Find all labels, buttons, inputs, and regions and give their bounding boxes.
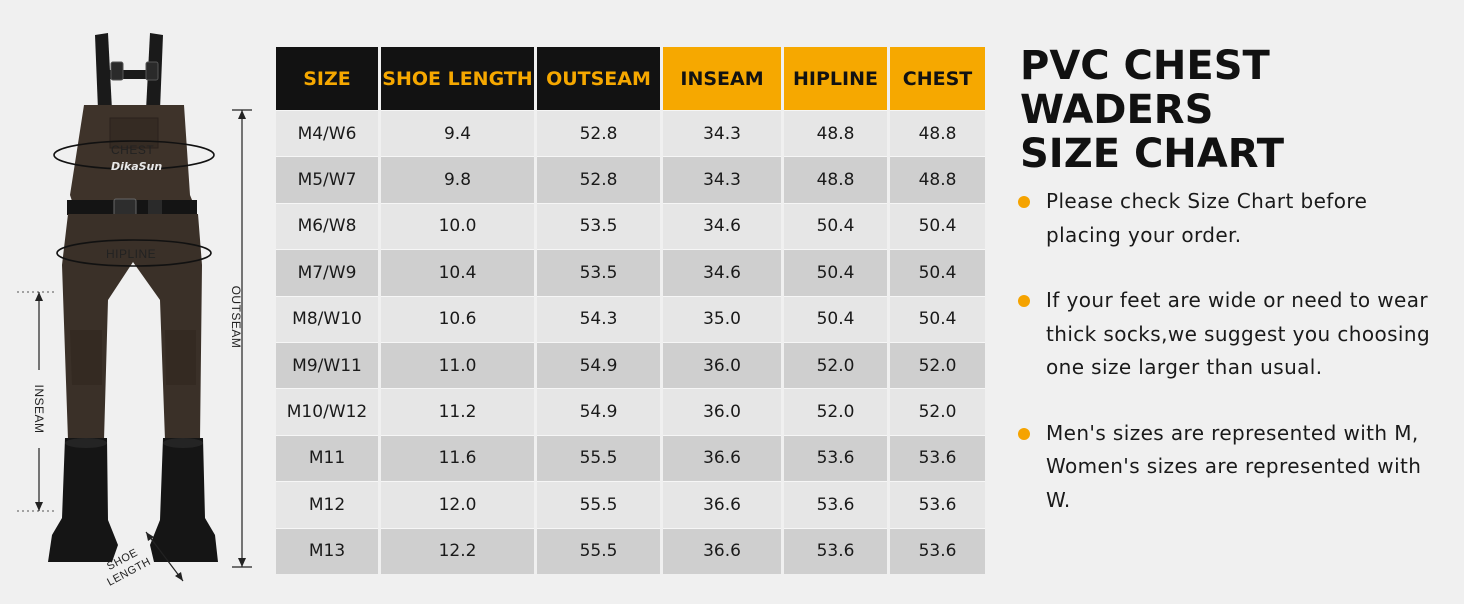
cell-hipline: 52.0 bbox=[784, 388, 887, 435]
cell-shoe-length: 11.2 bbox=[381, 388, 534, 435]
cell-hipline: 50.4 bbox=[784, 202, 887, 250]
cell-shoe-length: 10.4 bbox=[381, 249, 534, 296]
cell-outseam: 55.5 bbox=[537, 481, 660, 528]
cell-outseam: 52.8 bbox=[537, 110, 660, 157]
wader-illustration: CHEST DikaSun HIPLINE OUTSEAM INSEAM SHO… bbox=[0, 0, 270, 600]
title-line-1: PVC CHEST WADERS bbox=[1020, 43, 1270, 133]
cell-inseam: 36.6 bbox=[663, 527, 781, 574]
cell-chest: 50.4 bbox=[890, 295, 985, 342]
cell-hipline: 48.8 bbox=[784, 156, 887, 203]
table-row: M9/W11 11.0 54.9 36.0 52.0 52.0 bbox=[276, 341, 985, 389]
cell-inseam: 36.0 bbox=[663, 388, 781, 435]
note-text: Please check Size Chart before placing y… bbox=[1046, 189, 1368, 247]
cell-inseam: 34.6 bbox=[663, 202, 781, 250]
header-inseam: INSEAM bbox=[663, 47, 781, 110]
cell-shoe-length: 11.6 bbox=[381, 434, 534, 482]
cell-shoe-length: 9.4 bbox=[381, 110, 534, 157]
outseam-label: OUTSEAM bbox=[229, 285, 243, 349]
cell-shoe-length: 9.8 bbox=[381, 156, 534, 203]
bullet-dot-icon bbox=[1018, 196, 1030, 208]
cell-size: M11 bbox=[276, 434, 378, 482]
note-item: If your feet are wide or need to wear th… bbox=[1016, 284, 1446, 385]
cell-size: M7/W9 bbox=[276, 249, 378, 296]
cell-outseam: 54.9 bbox=[537, 388, 660, 435]
cell-outseam: 53.5 bbox=[537, 202, 660, 250]
cell-shoe-length: 11.0 bbox=[381, 341, 534, 389]
cell-size: M4/W6 bbox=[276, 110, 378, 157]
chest-label: CHEST bbox=[111, 143, 155, 157]
cell-hipline: 50.4 bbox=[784, 295, 887, 342]
cell-outseam: 54.9 bbox=[537, 341, 660, 389]
wader-figure bbox=[17, 33, 252, 582]
cell-chest: 50.4 bbox=[890, 202, 985, 250]
cell-outseam: 55.5 bbox=[537, 434, 660, 482]
cell-outseam: 53.5 bbox=[537, 249, 660, 296]
table-row: M7/W9 10.4 53.5 34.6 50.4 50.4 bbox=[276, 249, 985, 296]
cell-inseam: 36.6 bbox=[663, 481, 781, 528]
table-header-row: SIZE SHOE LENGTH OUTSEAM INSEAM HIPLINE … bbox=[276, 47, 985, 110]
cell-size: M10/W12 bbox=[276, 388, 378, 435]
brand-logo: DikaSun bbox=[111, 160, 163, 173]
header-chest: CHEST bbox=[890, 47, 985, 110]
cell-hipline: 53.6 bbox=[784, 527, 887, 574]
cell-chest: 52.0 bbox=[890, 341, 985, 389]
cell-size: M8/W10 bbox=[276, 295, 378, 342]
cell-inseam: 35.0 bbox=[663, 295, 781, 342]
cell-hipline: 53.6 bbox=[784, 481, 887, 528]
cell-inseam: 36.0 bbox=[663, 341, 781, 389]
note-text: Men's sizes are represented with M, Wome… bbox=[1046, 420, 1422, 512]
note-item: Please check Size Chart before placing y… bbox=[1016, 185, 1446, 252]
table-row: M10/W12 11.2 54.9 36.0 52.0 52.0 bbox=[276, 388, 985, 435]
note-item: Men's sizes are represented with M, Wome… bbox=[1016, 417, 1446, 518]
size-chart-table: SIZE SHOE LENGTH OUTSEAM INSEAM HIPLINE … bbox=[273, 47, 988, 574]
cell-inseam: 34.3 bbox=[663, 110, 781, 157]
cell-size: M13 bbox=[276, 527, 378, 574]
cell-shoe-length: 10.6 bbox=[381, 295, 534, 342]
header-outseam: OUTSEAM bbox=[537, 47, 660, 110]
table-row: M8/W10 10.6 54.3 35.0 50.4 50.4 bbox=[276, 295, 985, 342]
header-hipline: HIPLINE bbox=[784, 47, 887, 110]
header-size: SIZE bbox=[276, 47, 378, 110]
table-row: M13 12.2 55.5 36.6 53.6 53.6 bbox=[276, 527, 985, 574]
notes-list: Please check Size Chart before placing y… bbox=[1016, 185, 1446, 549]
cell-hipline: 48.8 bbox=[784, 110, 887, 157]
cell-size: M9/W11 bbox=[276, 341, 378, 389]
cell-chest: 53.6 bbox=[890, 481, 985, 528]
cell-shoe-length: 12.0 bbox=[381, 481, 534, 528]
cell-outseam: 54.3 bbox=[537, 295, 660, 342]
cell-size: M12 bbox=[276, 481, 378, 528]
cell-hipline: 52.0 bbox=[784, 341, 887, 389]
cell-chest: 52.0 bbox=[890, 388, 985, 435]
cell-chest: 48.8 bbox=[890, 110, 985, 157]
bullet-dot-icon bbox=[1018, 427, 1030, 440]
cell-outseam: 55.5 bbox=[537, 527, 660, 574]
cell-shoe-length: 12.2 bbox=[381, 527, 534, 574]
cell-shoe-length: 10.0 bbox=[381, 202, 534, 250]
cell-inseam: 36.6 bbox=[663, 434, 781, 482]
cell-inseam: 34.3 bbox=[663, 156, 781, 203]
cell-inseam: 34.6 bbox=[663, 249, 781, 296]
title-line-2: SIZE CHART bbox=[1020, 131, 1285, 177]
cell-size: M6/W8 bbox=[276, 202, 378, 250]
cell-size: M5/W7 bbox=[276, 156, 378, 203]
hipline-label: HIPLINE bbox=[106, 247, 157, 261]
cell-outseam: 52.8 bbox=[537, 156, 660, 203]
header-shoe-length: SHOE LENGTH bbox=[381, 47, 534, 110]
table-row: M6/W8 10.0 53.5 34.6 50.4 50.4 bbox=[276, 202, 985, 250]
table-row: M11 11.6 55.5 36.6 53.6 53.6 bbox=[276, 434, 985, 482]
cell-chest: 48.8 bbox=[890, 156, 985, 203]
note-text: If your feet are wide or need to wear th… bbox=[1046, 288, 1431, 379]
table-row: M5/W7 9.8 52.8 34.3 48.8 48.8 bbox=[276, 156, 985, 203]
table-row: M4/W6 9.4 52.8 34.3 48.8 48.8 bbox=[276, 110, 985, 157]
cell-hipline: 50.4 bbox=[784, 249, 887, 296]
inseam-label: INSEAM bbox=[32, 384, 46, 434]
page-title: PVC CHEST WADERS SIZE CHART bbox=[1020, 44, 1464, 176]
cell-chest: 50.4 bbox=[890, 249, 985, 296]
cell-chest: 53.6 bbox=[890, 527, 985, 574]
cell-hipline: 53.6 bbox=[784, 434, 887, 482]
bullet-dot-icon bbox=[1018, 295, 1030, 307]
cell-chest: 53.6 bbox=[890, 434, 985, 482]
table-row: M12 12.0 55.5 36.6 53.6 53.6 bbox=[276, 481, 985, 528]
